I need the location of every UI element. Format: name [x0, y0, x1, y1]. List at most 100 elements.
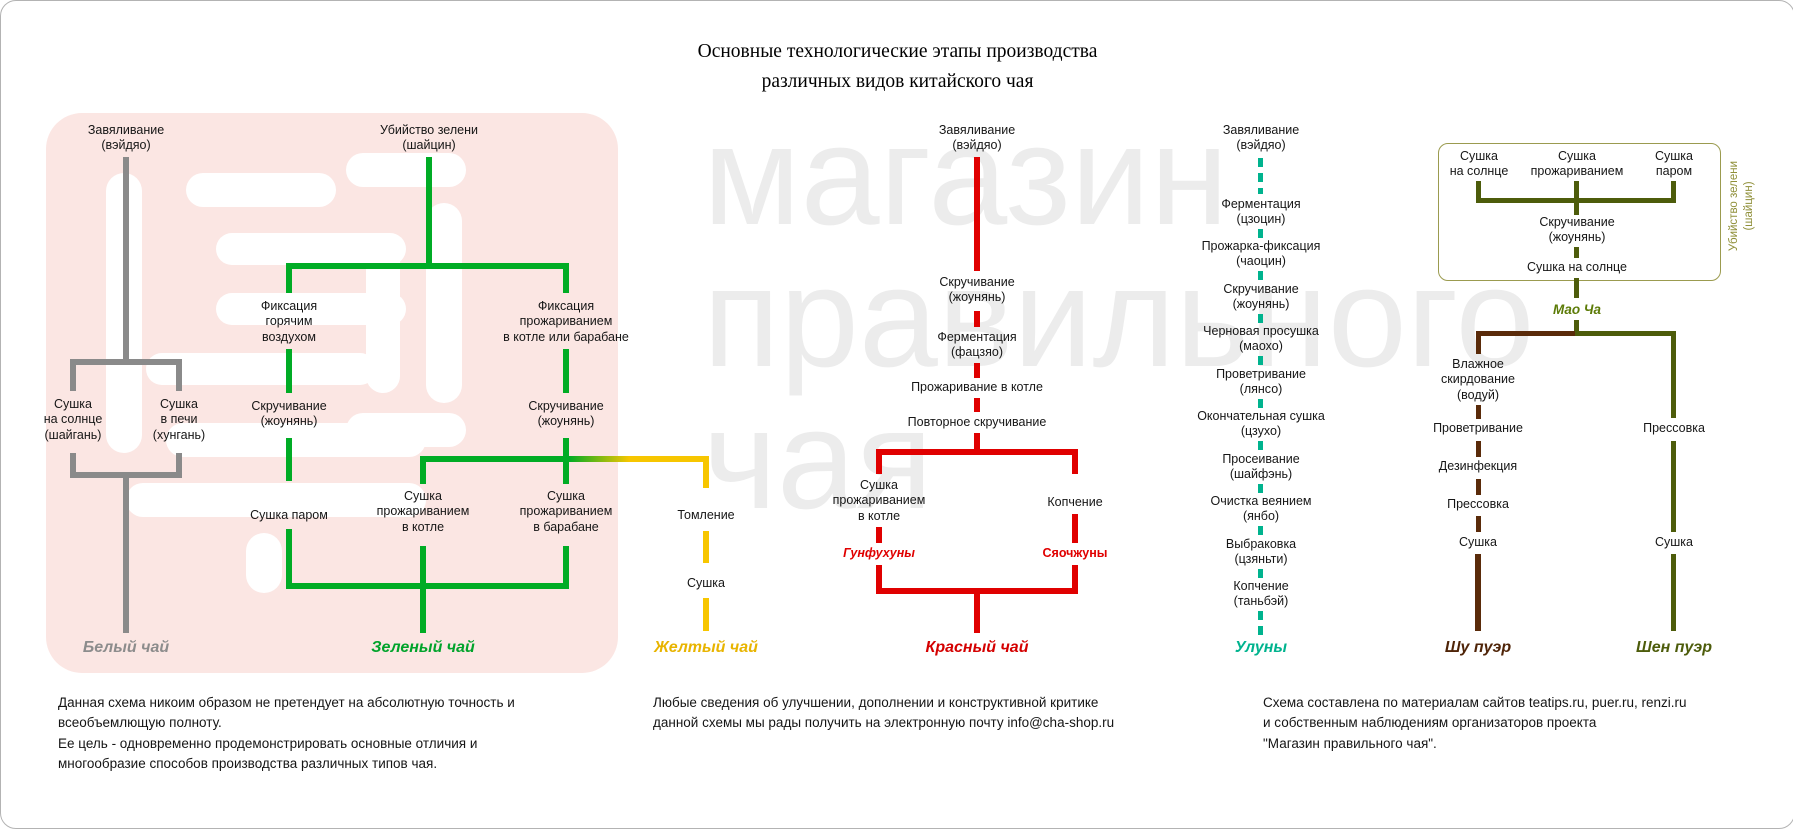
puer-line: [1574, 247, 1579, 258]
red-step-pan-roasting: Прожаривание в котле: [911, 380, 1043, 394]
puer-maocha-label: Мао Ча: [1553, 302, 1601, 317]
oolong-step-culling: Выбраковка (цзяньти): [1225, 537, 1297, 567]
white-step-sun-drying: Сушка на солнце (шайгань): [43, 397, 103, 442]
shu-puer-line: [1476, 479, 1481, 495]
white-green-tea-panel: [46, 113, 618, 673]
oolong-step-final-drying: Окончательная сушка (цзухо): [1197, 409, 1325, 439]
green-tea-line: [420, 456, 569, 462]
shu-puer-line: [1476, 331, 1481, 354]
shen-step-pressing: Прессовка: [1643, 421, 1705, 435]
red-step-wilting: Завяливание (вэйдяо): [938, 123, 1016, 153]
red-step-second-rolling: Повторное скручивание: [907, 415, 1047, 429]
oolong-step-roast-fixation: Прожарка-фиксация (чаоцин): [1201, 239, 1321, 269]
red-variety-xiaozhong: Сяочжуны: [1042, 546, 1108, 560]
red-tea-line: [876, 527, 882, 543]
white-tea-line: [70, 362, 76, 391]
shu-step-wet-piling: Влажное скирдование (водуй): [1441, 357, 1515, 402]
shu-puer-line: [1476, 441, 1481, 457]
red-tea-line: [974, 398, 980, 412]
white-step-wilting: Завяливание (вэйдяо): [87, 123, 165, 153]
red-tea-line: [974, 311, 980, 327]
white-tea-line: [176, 362, 182, 391]
oolong-dash-line: [1258, 526, 1263, 535]
shen-puer-result: Шен пуэр: [1636, 639, 1712, 656]
red-step-smoking: Копчение: [1047, 495, 1103, 509]
red-tea-line: [876, 449, 1078, 455]
green-step-rolling-left: Скручивание (жоунянь): [251, 399, 327, 429]
oolong-step-rolling: Скручивание (жоунянь): [1223, 282, 1299, 312]
green-step-steam-drying: Сушка паром: [250, 508, 328, 522]
puer-line: [1574, 278, 1579, 298]
white-tea-line: [70, 359, 182, 365]
green-tea-line: [420, 456, 426, 484]
oolong-step-winnowing: Очистка веянием (янбо): [1210, 494, 1312, 524]
white-step-oven-drying: Сушка в печи (хунгань): [152, 397, 206, 442]
shu-puer-line: [1476, 405, 1481, 419]
red-step-dry-pan: Сушка прожариванием в котле: [832, 478, 926, 523]
oolong-dash-line: [1258, 441, 1263, 450]
oolong-step-fermentation: Ферментация (цзоцин): [1221, 197, 1301, 227]
yellow-tea-result: Желтый чай: [654, 639, 758, 656]
puer-line: [1476, 181, 1481, 203]
oolong-dash-line: [1258, 484, 1263, 493]
oolong-dash-line: [1258, 314, 1263, 323]
green-tea-result: Зеленый чай: [371, 639, 475, 656]
yellow-step-smothering: Томление: [677, 508, 735, 522]
red-tea-result: Красный чай: [925, 639, 1029, 656]
yellow-tea-line: [569, 456, 703, 462]
red-variety-gongfu: Гунфухуны: [843, 546, 915, 560]
white-tea-line: [123, 478, 129, 633]
shen-puer-line: [1671, 331, 1676, 418]
red-step-rolling: Скручивание (жоунянь): [939, 275, 1015, 305]
puer-kill-green-side-label: Убийство зелени (шайцин): [1728, 160, 1755, 252]
red-step-fermentation: Ферментация (фацзяо): [937, 330, 1017, 360]
red-tea-line: [876, 565, 882, 591]
green-tea-line: [286, 349, 292, 393]
red-tea-line: [974, 433, 980, 452]
green-step-fix-hot-air: Фиксация горячим воздухом: [260, 299, 318, 344]
red-tea-line: [1072, 449, 1078, 474]
green-tea-line: [563, 263, 569, 293]
white-tea-line: [70, 453, 76, 475]
shu-puer-result: Шу пуэр: [1444, 639, 1512, 656]
green-tea-line: [286, 583, 569, 589]
green-step-dry-pan: Сушка прожариванием в котле: [376, 489, 470, 534]
background-watermark-text: магазин правильного чая: [703, 96, 1535, 539]
oolong-step-smoking: Копчение (таньбэй): [1233, 579, 1289, 609]
green-tea-line: [286, 263, 569, 269]
green-step-rolling-right: Скручивание (жоунянь): [528, 399, 604, 429]
oolong-step-sifting: Просеивание (шайфэнь): [1222, 452, 1300, 482]
green-step-dry-drum: Сушка прожариванием в барабане: [519, 489, 613, 534]
green-tea-line: [286, 438, 292, 481]
oolong-result: Улуны: [1234, 639, 1288, 656]
puer-line: [1671, 181, 1676, 203]
oolong-dash-line: [1258, 399, 1263, 408]
shu-step-drying: Сушка: [1458, 535, 1498, 549]
oolong-step-wilting: Завяливание (вэйдяо): [1222, 123, 1300, 153]
puer-line: [1574, 201, 1579, 215]
white-tea-line: [123, 157, 129, 362]
green-tea-line: [563, 349, 569, 393]
puer-step-rolling: Скручивание (жоунянь): [1539, 215, 1615, 245]
red-tea-line: [1072, 565, 1078, 591]
puer-step-sun-drying: Сушка на солнце: [1449, 149, 1509, 179]
puer-step-roast-drying: Сушка прожариванием: [1530, 149, 1624, 179]
green-step-kill-green: Убийство зелени (шайцин): [380, 123, 478, 153]
oolong-dash-line: [1258, 271, 1263, 280]
yellow-tea-line: [703, 531, 709, 563]
shu-puer-line: [1475, 554, 1481, 631]
oolong-dash-line: [1258, 229, 1263, 238]
puer-kill-green-box: [1438, 143, 1721, 281]
shen-puer-line: [1671, 441, 1676, 532]
puer-step-sun-drying-2: Сушка на солнце: [1526, 260, 1628, 274]
puer-line: [1476, 198, 1676, 203]
yellow-tea-line: [703, 456, 709, 488]
shen-puer-line: [1671, 554, 1676, 631]
white-tea-result: Белый чай: [82, 639, 170, 656]
shu-puer-line: [1476, 331, 1577, 336]
shu-step-pressing: Прессовка: [1447, 497, 1509, 511]
green-tea-line: [426, 157, 432, 266]
shu-step-airing: Проветривание: [1433, 421, 1523, 435]
yellow-step-drying: Сушка: [686, 576, 726, 590]
